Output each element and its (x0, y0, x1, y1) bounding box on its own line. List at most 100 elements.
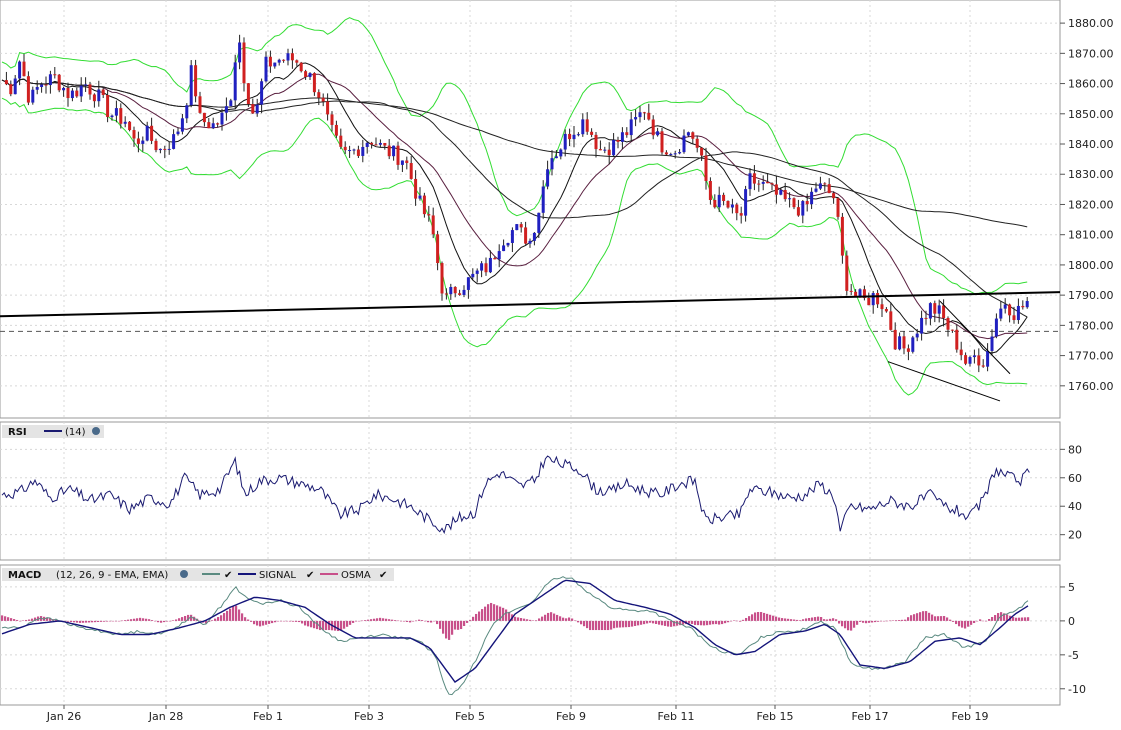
candle-down (519, 224, 523, 228)
candle-down (766, 181, 770, 184)
macd-lines (1, 576, 1029, 696)
osma-check-icon[interactable]: ✔ (379, 570, 387, 581)
macd-check-icon[interactable]: ✔ (224, 570, 232, 581)
candle-up (999, 308, 1003, 319)
osma-bar (352, 620, 355, 623)
macd-tick-label: 0 (1068, 615, 1075, 628)
price-tick-label: 1790.00 (1068, 289, 1114, 302)
price-tick-label: 1760.00 (1068, 380, 1114, 393)
candle-down (88, 84, 92, 95)
osma-bar (778, 617, 781, 621)
candle-down (444, 293, 448, 295)
osma-bar (796, 619, 799, 621)
osma-bar (649, 620, 652, 623)
candle-up (211, 123, 215, 129)
osma-bar (67, 620, 70, 622)
candle-down (598, 149, 602, 151)
osma-bar (949, 619, 952, 621)
macd-legend[interactable]: MACD (12, 26, 9 - EMA, EMA) ✔ SIGNAL ✔ O… (2, 568, 394, 581)
candle-up (255, 104, 259, 114)
osma-bar (868, 620, 871, 623)
osma-bar (145, 618, 148, 621)
candle-down (889, 311, 893, 330)
osma-bar (283, 620, 286, 622)
signal-check-icon[interactable]: ✔ (306, 570, 314, 581)
trendline (0, 291, 1061, 318)
rsi-tick-label: 40 (1068, 500, 1082, 513)
osma-bar (565, 618, 568, 621)
candle-up (260, 81, 264, 105)
rsi-line (1, 455, 1030, 535)
osma-bar (214, 618, 217, 621)
candle-down (893, 329, 897, 350)
candle-up (928, 303, 932, 319)
candle-up (532, 232, 536, 241)
osma-bar (958, 620, 961, 627)
candle-down (251, 104, 255, 114)
osma-bar (253, 620, 256, 625)
osma-bar (190, 614, 193, 621)
osma-bar (121, 620, 124, 622)
candle-down (735, 204, 739, 214)
osma-bar (427, 620, 430, 623)
osma-bar (559, 616, 562, 621)
osma-bar (298, 620, 301, 623)
candle-up (744, 189, 748, 216)
rsi-settings-icon[interactable] (92, 427, 100, 435)
osma-bar (388, 619, 391, 621)
candle-down (880, 304, 884, 310)
candle-up (365, 142, 369, 147)
osma-bar (31, 618, 34, 621)
osma-bar (322, 620, 325, 631)
rsi-y-axis: 20 40 60 80 (1060, 443, 1082, 542)
candle-up (348, 150, 352, 152)
osma-bar (925, 611, 928, 621)
candle-up (990, 336, 994, 351)
rsi-legend[interactable]: RSI (14) (2, 425, 104, 438)
macd-settings-icon[interactable] (180, 570, 188, 578)
osma-bar (4, 616, 7, 621)
osma-bar (616, 620, 619, 628)
candle-down (383, 142, 387, 146)
osma-bar (793, 619, 796, 621)
osma-bar (883, 620, 886, 622)
candle-up (682, 135, 686, 153)
candle-down (66, 87, 70, 99)
osma-bar (16, 619, 19, 621)
rsi-tick-label: 20 (1068, 529, 1082, 542)
osma-bar (805, 618, 808, 621)
osma-bar (274, 620, 277, 623)
osma-bar (73, 620, 76, 623)
candle-down (1012, 315, 1016, 321)
candle-down (493, 257, 497, 260)
price-tick-label: 1780.00 (1068, 319, 1114, 332)
candle-up (18, 61, 22, 79)
osma-bar (271, 620, 274, 624)
osma-bar (733, 620, 736, 621)
candle-up (123, 121, 127, 124)
candle-up (224, 106, 228, 113)
osma-bar (691, 620, 694, 624)
osma-bar (820, 617, 823, 621)
osma-bar (310, 620, 313, 628)
candle-up (528, 240, 532, 244)
candle-up (686, 132, 690, 136)
candle-up (788, 198, 792, 200)
osma-bar (241, 613, 244, 621)
candle-down (924, 317, 928, 319)
osma-bar (763, 612, 766, 621)
osma-bar (517, 617, 520, 621)
candle-up (176, 131, 180, 135)
osma-bar (586, 620, 589, 629)
osma-bar (709, 620, 712, 625)
candle-down (616, 139, 620, 142)
osma-bar (844, 620, 847, 629)
osma-bar (172, 620, 175, 621)
osma-bar (874, 620, 877, 623)
osma-bar (826, 619, 829, 621)
rsi-tick-label: 60 (1068, 472, 1082, 485)
osma-bar (676, 620, 679, 626)
candle-down (664, 152, 668, 155)
osma-bar (199, 620, 202, 622)
